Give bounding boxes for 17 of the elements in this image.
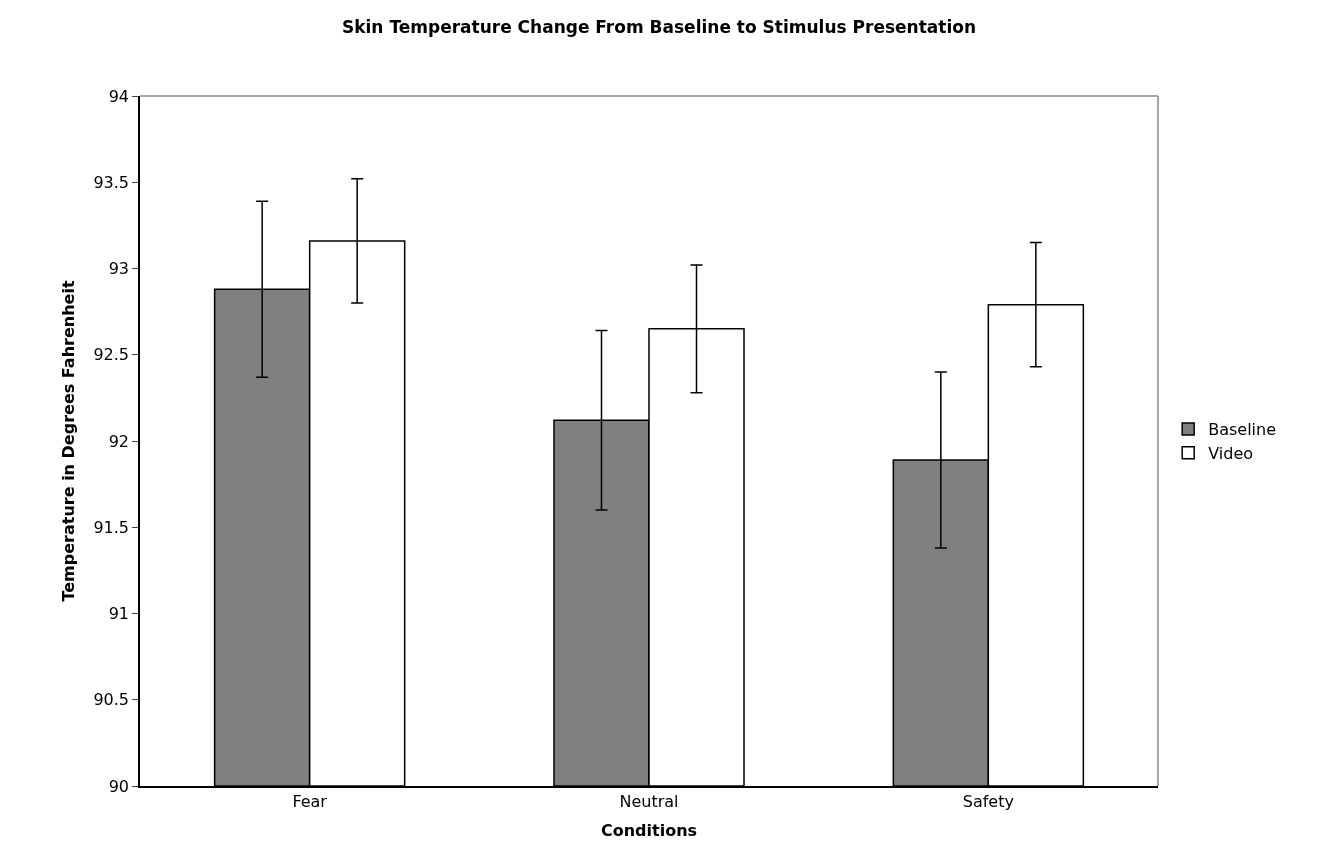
chart-title: Skin Temperature Change From Baseline to Stimulus Presentation xyxy=(341,17,977,38)
y-tick-label: 92 xyxy=(108,431,130,451)
legend-label: Video xyxy=(1208,443,1254,463)
x-tick-label: Fear xyxy=(292,791,328,811)
legend-label: Baseline xyxy=(1208,420,1277,440)
x-axis-title: Conditions xyxy=(600,821,698,841)
y-tick-label: 93.5 xyxy=(93,172,130,192)
y-tick-label: 90 xyxy=(108,776,130,796)
x-tick-label: Safety xyxy=(962,791,1014,811)
y-tick-label: 93 xyxy=(108,259,130,279)
y-tick-label: 91.5 xyxy=(93,517,130,537)
y-tick-label: 94 xyxy=(108,86,130,106)
y-tick-label: 91 xyxy=(108,604,130,624)
y-tick-label: 90.5 xyxy=(93,690,130,710)
y-tick-label: 92.5 xyxy=(93,345,130,365)
y-axis-title: Temperature in Degrees Fahrenheit xyxy=(58,280,78,602)
x-tick-label: Neutral xyxy=(619,791,679,811)
